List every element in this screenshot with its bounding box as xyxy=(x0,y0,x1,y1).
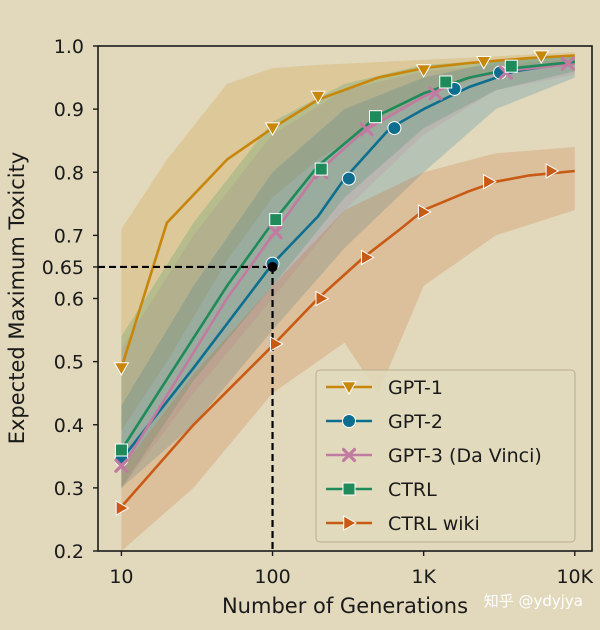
y-tick-label: 1.0 xyxy=(54,36,84,58)
legend-label-ctrl: CTRL xyxy=(388,479,437,501)
legend-marker-ctrl-wiki xyxy=(343,515,358,531)
line-gpt-1 xyxy=(120,54,575,369)
y-tick-label: 0.8 xyxy=(54,162,84,184)
legend: GPT-1 GPT-2 GPT-3 (Da Vinci) CTRL CTRL wiki xyxy=(315,369,576,543)
marker-gpt-3-da-vinci xyxy=(359,122,374,137)
marker-gpt-3-da-vinci xyxy=(114,458,129,473)
legend-label-ctrl-wiki: CTRL wiki xyxy=(388,513,480,535)
marker-gpt-1 xyxy=(415,64,432,78)
legend-label-gpt-3-da-vinci: GPT-3 (Da Vinci) xyxy=(388,445,542,467)
y-tick-label: 0.7 xyxy=(54,225,84,247)
marker-gpt-1 xyxy=(310,90,326,105)
marker-gpt-1 xyxy=(475,56,492,70)
marker-ctrl xyxy=(439,75,453,89)
marker-gpt-1 xyxy=(113,362,130,376)
legend-marker-gpt-2 xyxy=(342,414,356,428)
marker-ctrl-wiki xyxy=(360,249,375,266)
y-tick-label: 0.4 xyxy=(54,415,84,437)
band-ctrl-wiki xyxy=(121,147,575,551)
line-gpt-2 xyxy=(120,60,576,461)
legend-marker-gpt-1 xyxy=(341,381,357,396)
y-tick-label: 0.9 xyxy=(54,99,84,121)
y-tick-label: 0.6 xyxy=(54,289,84,311)
marker-gpt-3-da-vinci xyxy=(560,56,575,71)
marker-gpt-3-da-vinci xyxy=(428,86,443,101)
marker-ctrl-wiki xyxy=(115,500,130,516)
series-markers xyxy=(113,50,575,516)
marker-ctrl xyxy=(114,443,128,457)
x-axis-ticks: 10 100 1K 10K xyxy=(109,551,594,588)
marker-ctrl xyxy=(269,213,283,227)
x-tick-label: 100 xyxy=(254,566,290,588)
marker-gpt-1 xyxy=(264,122,281,137)
marker-ctrl xyxy=(368,110,382,124)
marker-gpt-1 xyxy=(533,50,550,65)
legend-marker-ctrl xyxy=(342,482,356,496)
line-ctrl-wiki xyxy=(120,169,575,508)
x-tick-label: 1K xyxy=(411,566,436,588)
marker-ctrl xyxy=(314,162,328,176)
y-axis-label: Expected Maximum Toxicity xyxy=(5,152,29,445)
marker-ctrl-wiki xyxy=(315,290,330,307)
band-gpt-1 xyxy=(121,52,575,432)
y-tick-label: 0.2 xyxy=(54,541,84,563)
y-tick-label: 0.65 xyxy=(42,257,84,279)
legend-label-gpt-1: GPT-1 xyxy=(388,377,443,399)
y-tick-label: 0.3 xyxy=(54,478,84,500)
reference-point xyxy=(267,261,278,272)
x-tick-label: 10K xyxy=(556,566,593,588)
reference-lines xyxy=(98,265,274,551)
marker-ctrl-wiki xyxy=(417,204,432,220)
marker-gpt-2 xyxy=(387,121,402,136)
legend-box xyxy=(315,369,576,543)
legend-marker-gpt-3-da-vinci xyxy=(341,447,357,463)
marker-gpt-3-da-vinci xyxy=(268,225,283,240)
watermark: 知乎 @ydyjya xyxy=(484,592,583,610)
marker-ctrl-wiki xyxy=(483,173,497,190)
legend-label-gpt-2: GPT-2 xyxy=(388,411,443,433)
marker-ctrl-wiki xyxy=(269,336,284,352)
marker-ctrl xyxy=(504,59,518,73)
marker-gpt-2 xyxy=(341,171,356,186)
y-tick-label: 0.5 xyxy=(54,352,84,374)
x-tick-label: 10 xyxy=(109,566,133,588)
marker-ctrl-wiki xyxy=(545,163,560,179)
y-axis-ticks: 0.2 0.3 0.4 0.5 0.6 0.65 0.7 0.8 0.9 1.0 xyxy=(42,36,98,563)
x-axis-label: Number of Generations xyxy=(222,594,468,618)
